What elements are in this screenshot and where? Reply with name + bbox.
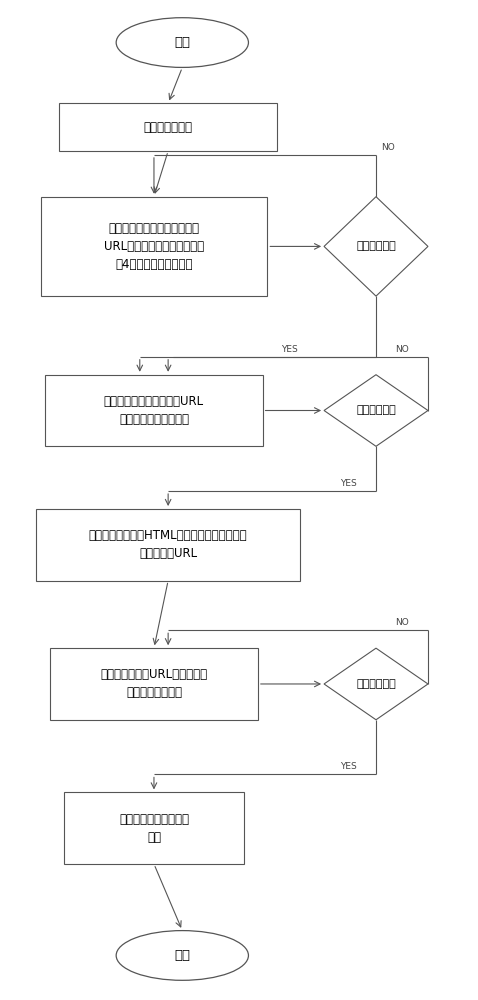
Text: 对设定的网站栏目对应的URL
进行网页内容请求下载: 对设定的网站栏目对应的URL 进行网页内容请求下载 [104,395,204,426]
FancyBboxPatch shape [59,103,277,151]
Text: NO: NO [395,345,409,354]
Ellipse shape [116,18,249,67]
Text: 结束: 结束 [174,949,190,962]
Text: NO: NO [395,618,409,627]
Polygon shape [324,375,428,446]
Text: YES: YES [282,345,298,354]
FancyBboxPatch shape [41,197,267,296]
Text: YES: YES [340,479,357,488]
FancyBboxPatch shape [36,509,300,581]
FancyBboxPatch shape [45,375,262,446]
Text: 开始: 开始 [174,36,190,49]
Text: 设定要采集的网站栏目对应的
URL，为其分配采集任务（每
险4小时进行重新采集）: 设定要采集的网站栏目对应的 URL，为其分配采集任务（每 险4小时进行重新采集） [104,222,204,271]
Text: 根据网页内容中的HTML标签，定位需要搜集的
文章对应的URL: 根据网页内容中的HTML标签，定位需要搜集的 文章对应的URL [89,529,248,560]
Polygon shape [324,197,428,296]
Text: 是否下载成功: 是否下载成功 [356,679,396,689]
Text: NO: NO [381,143,394,152]
FancyBboxPatch shape [50,648,258,720]
Polygon shape [324,648,428,720]
Text: 是否安排成功: 是否安排成功 [356,241,396,251]
Ellipse shape [116,931,249,980]
Text: 根据文章对应的URL，对其网页
内容进行请求下载: 根据文章对应的URL，对其网页 内容进行请求下载 [100,668,207,699]
Text: 设置采集定时器: 设置采集定时器 [143,121,193,134]
Text: YES: YES [340,762,357,771]
Text: 将获取的网页内容进行
保存: 将获取的网页内容进行 保存 [119,813,189,844]
Text: 是否下载成功: 是否下载成功 [356,406,396,416]
FancyBboxPatch shape [64,792,244,864]
